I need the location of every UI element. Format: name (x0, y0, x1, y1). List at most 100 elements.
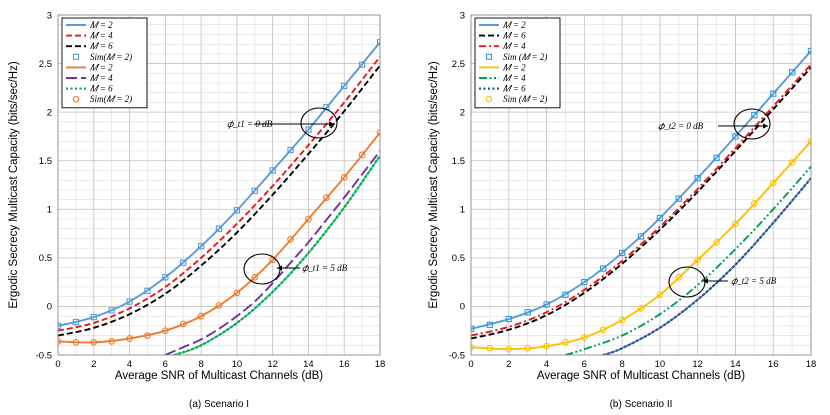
annotation-ellipse (300, 107, 338, 139)
x-axis-label: Average SNR of Multicast Channels (dB) (537, 370, 745, 382)
y-tick-label: 2 (460, 107, 465, 118)
annotation-label: 𝜙_t2 = 5 dB (731, 276, 777, 286)
data-point-circle (543, 342, 550, 350)
data-point-circle (788, 159, 796, 167)
data-point-square (656, 214, 664, 222)
annotation-arrowhead (277, 265, 282, 271)
legend-swatch-square (485, 53, 493, 60)
data-point-square (358, 61, 366, 68)
data-point-circle (215, 302, 223, 309)
y-tick-label: 2.5 (452, 59, 465, 70)
legend-label: 𝑀 = 4 (503, 41, 526, 51)
series-line (58, 131, 380, 344)
data-point-square (287, 146, 294, 154)
legend-box (61, 17, 148, 109)
legend-swatch-circle (485, 95, 493, 103)
y-tick-label: 0 (460, 302, 465, 313)
legend-label: 𝑀 = 6 (90, 84, 113, 94)
annotation-arrowhead (703, 278, 708, 284)
data-point-square (90, 313, 97, 321)
legend-label: 𝑀 = 4 (503, 73, 526, 83)
data-point-circle (656, 291, 664, 299)
data-point-square (108, 307, 115, 314)
data-point-square (233, 207, 241, 214)
data-point-circle (562, 339, 569, 346)
data-point-square (713, 154, 720, 161)
x-tick-label: 16 (339, 359, 350, 370)
data-point-square (600, 265, 607, 272)
data-point-circle (108, 338, 116, 345)
data-point-circle (713, 238, 720, 246)
data-point-circle (126, 335, 133, 342)
y-tick-label: 0 (47, 302, 52, 313)
x-tick-label: 10 (655, 359, 666, 370)
data-point-square (197, 243, 205, 250)
annotation: 𝜙_t2 = 0 dB (658, 108, 771, 140)
legend-swatch-square (72, 53, 80, 60)
series-line (565, 165, 811, 355)
annotation: 𝜙_t1 = 5 dB (243, 253, 348, 285)
series-line (173, 154, 380, 355)
x-tick-label: 6 (163, 359, 168, 370)
legend-label: 𝑀 = 2 (90, 62, 113, 72)
data-point-square (269, 167, 276, 174)
data-point-circle (732, 220, 739, 228)
figure-caption: (b) Scenario II (610, 399, 673, 410)
legend-label: 𝑀 = 2 (90, 20, 113, 30)
x-tick-label: 2 (506, 359, 511, 370)
y-tick-label: -0.5 (449, 350, 465, 361)
data-point-circle (161, 327, 169, 335)
data-point-circle (305, 215, 312, 223)
plot-frame (470, 14, 812, 356)
y-tick-label: 1.5 (452, 156, 465, 167)
series-line (471, 140, 811, 351)
x-tick-label: 4 (127, 359, 132, 370)
data-point-circle (322, 194, 330, 201)
legend-label: 𝑀 = 2 (503, 20, 526, 30)
data-point-circle (90, 339, 98, 346)
data-point-circle (233, 289, 241, 297)
series-line (471, 66, 811, 340)
data-point-square (72, 318, 80, 326)
data-point-square (323, 104, 330, 111)
legend-label: 𝑀 = 6 (503, 84, 526, 94)
y-tick-label: 2.5 (39, 59, 52, 70)
data-point-circle (750, 200, 758, 207)
data-point-square (215, 225, 223, 232)
x-axis-label: Average SNR of Multicast Channels (dB) (115, 370, 323, 382)
data-point-square (751, 111, 758, 119)
data-point-circle (675, 273, 683, 281)
legend-label: Sim(𝑀 = 2) (90, 52, 132, 62)
series-group (471, 47, 811, 355)
series-line (471, 50, 811, 330)
series-line (471, 63, 811, 337)
x-tick-label: 14 (303, 359, 314, 370)
data-point-square (788, 69, 796, 76)
data-point-circle (580, 334, 588, 341)
x-tick-label: 14 (730, 359, 741, 370)
data-point-circle (769, 179, 777, 187)
legend-label: 𝑀 = 6 (90, 41, 113, 51)
y-tick-label: 1 (460, 205, 465, 216)
x-tick-label: 0 (55, 359, 60, 370)
data-point-square (471, 325, 475, 332)
data-point-circle (637, 305, 645, 312)
data-point-circle (599, 326, 607, 334)
data-point-circle (505, 345, 513, 353)
data-point-square (524, 309, 531, 316)
series-line (164, 150, 380, 355)
series-markers (471, 47, 811, 332)
series-line (602, 177, 811, 355)
y-tick-label: 3 (460, 10, 465, 21)
y-axis-label: Ergodic Secrecy Multicast Capacity (bits… (428, 61, 440, 308)
x-tick-label: 10 (232, 359, 243, 370)
series-markers (58, 39, 380, 330)
plot-frame (57, 14, 381, 356)
data-point-circle (72, 339, 80, 346)
data-point-square (770, 90, 777, 97)
data-point-circle (251, 273, 259, 281)
data-point-square (807, 47, 811, 55)
